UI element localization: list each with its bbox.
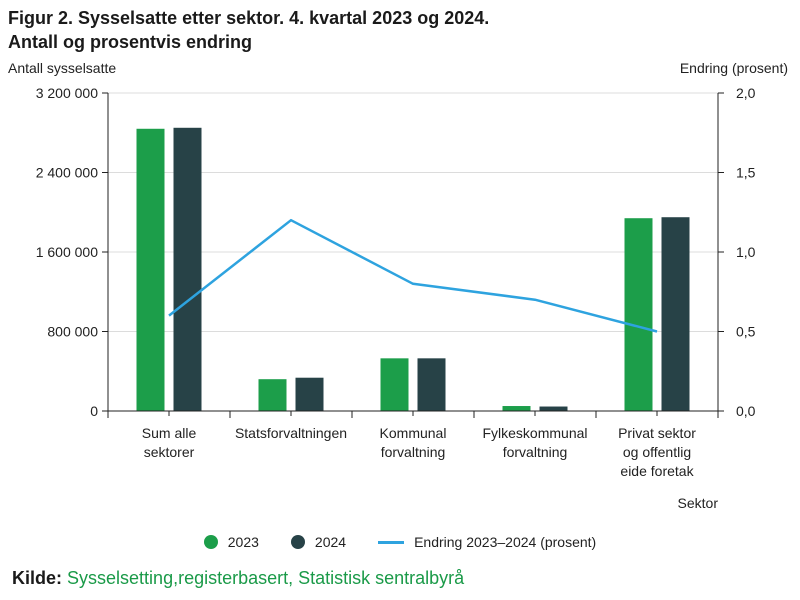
bar-2023 xyxy=(380,358,409,411)
y-tick-label-left: 3 200 000 xyxy=(36,85,98,101)
legend-swatch-2023 xyxy=(203,535,218,549)
left-axis-label: Antall sysselsatte xyxy=(8,60,117,76)
category-label: Sum alle sektorer xyxy=(142,425,197,460)
category-label: Kommunal forvaltning xyxy=(380,425,447,460)
legend-label-2023: 2023 xyxy=(227,534,259,550)
y-tick-label-right: 0,5 xyxy=(736,324,756,340)
legend-item-change[interactable]: Endring 2023–2024 (prosent) xyxy=(378,534,596,550)
y-tick-label-left: 1 600 000 xyxy=(36,244,98,260)
source-note: Kilde: Sysselsetting,registerbasert, Sta… xyxy=(12,568,464,589)
line-series-change xyxy=(168,218,658,333)
chart-title-line2: Antall og prosentvis endring xyxy=(8,32,253,52)
category-label: Fylkeskommunal forvaltning xyxy=(482,425,587,460)
bar-2024 xyxy=(417,358,446,411)
bar-2023 xyxy=(136,128,165,411)
chart-title-line1: Figur 2. Sysselsatte etter sektor. 4. kv… xyxy=(8,8,490,28)
category-label: Statsforvaltningen xyxy=(235,425,347,441)
legend-label-change: Endring 2023–2024 (prosent) xyxy=(414,534,597,550)
legend-label-2024: 2024 xyxy=(314,534,347,550)
y-tick-label-left: 0 xyxy=(90,403,98,419)
legend-item-2024[interactable]: 2024 xyxy=(290,534,347,550)
bar-2023 xyxy=(624,218,653,411)
y-tick-label-right: 2,0 xyxy=(736,85,756,101)
category-label: Privat sektor og offentlig eide foretak xyxy=(618,425,696,479)
legend-item-2023[interactable]: 2023 xyxy=(203,534,259,550)
chart-title: Figur 2. Sysselsatte etter sektor. 4. kv… xyxy=(8,6,489,54)
bar-2023 xyxy=(258,379,287,411)
legend-swatch-change xyxy=(378,540,405,544)
legend: 2023 2024 Endring 2023–2024 (prosent) xyxy=(0,534,800,550)
y-tick-label-left: 2 400 000 xyxy=(36,165,98,181)
y-tick-label-right: 1,5 xyxy=(736,165,756,181)
bar-2024 xyxy=(661,217,690,411)
bar-2024 xyxy=(539,406,568,411)
bar-2024 xyxy=(173,127,202,411)
source-label: Kilde: xyxy=(12,568,63,588)
bar-2024 xyxy=(295,377,324,411)
y-tick-label-right: 1,0 xyxy=(736,244,756,260)
y-tick-label-left: 800 000 xyxy=(47,324,98,340)
source-text: Sysselsetting,registerbasert, Statistisk… xyxy=(67,568,465,588)
legend-swatch-2024 xyxy=(290,535,305,549)
x-axis-label: Sektor xyxy=(678,495,719,511)
right-axis-label: Endring (prosent) xyxy=(679,60,788,76)
bar-2023 xyxy=(502,406,531,411)
y-tick-label-right: 0,0 xyxy=(736,403,756,419)
